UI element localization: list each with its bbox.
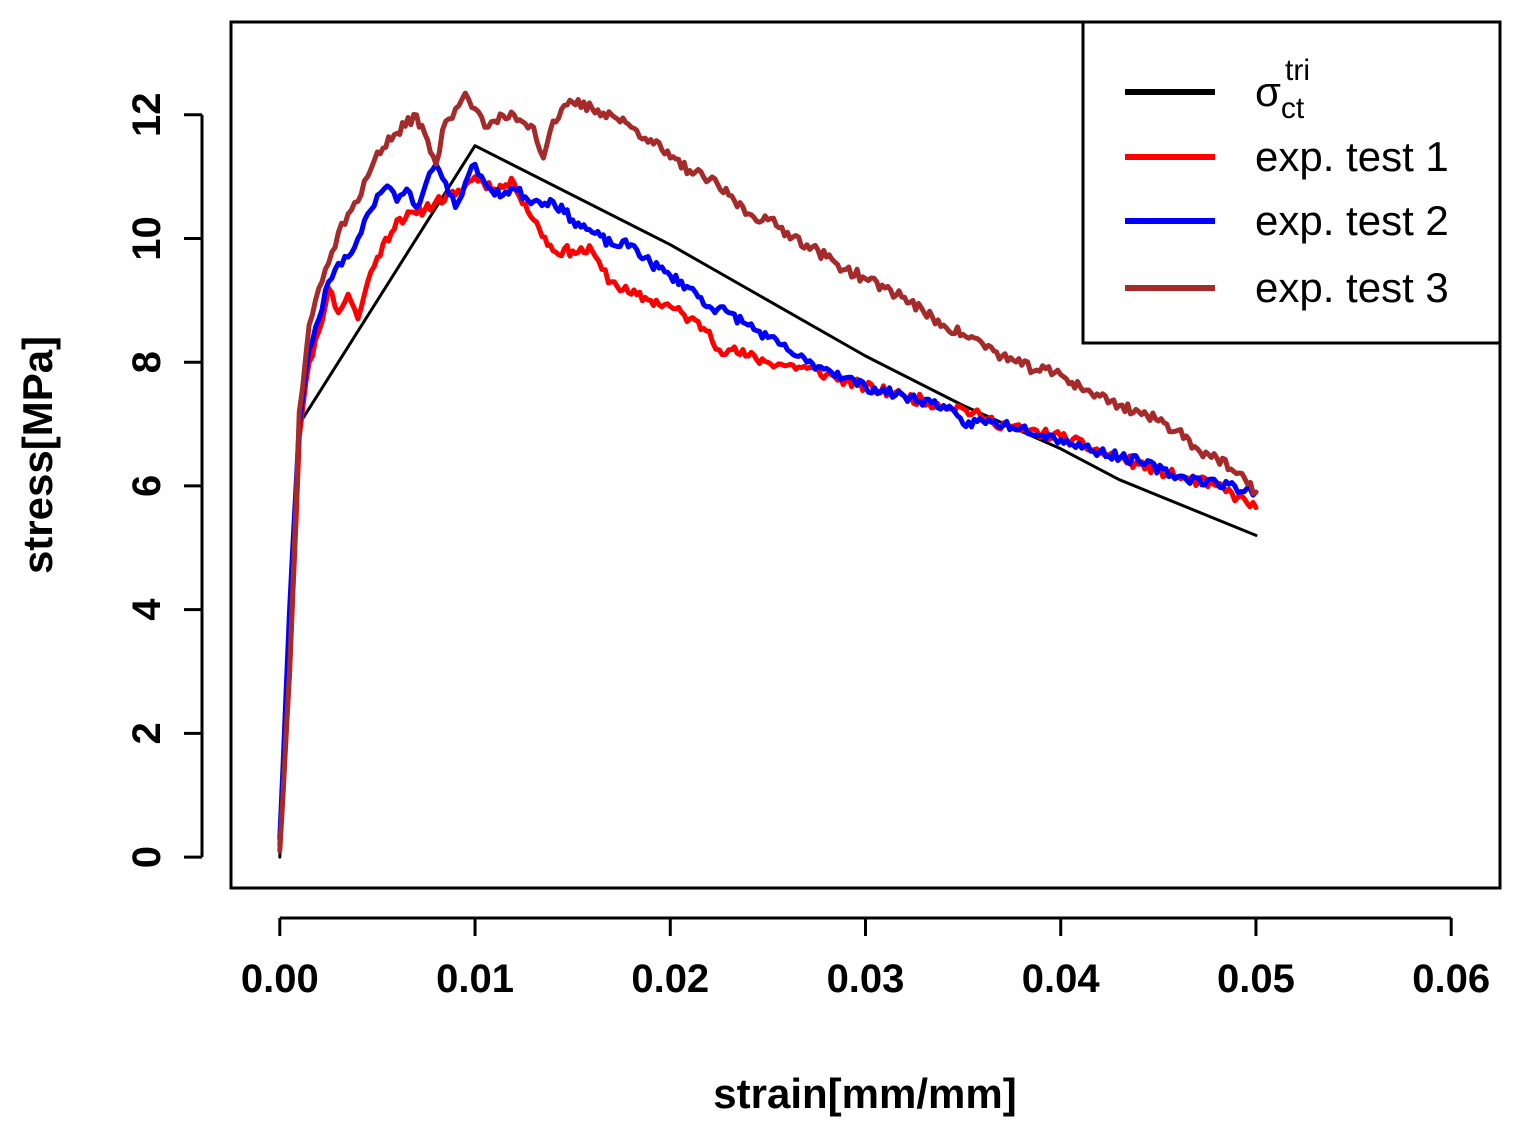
x-axis: 0.00 0.01 0.02 0.03 0.04 0.05 0.06: [241, 916, 1490, 1001]
y-tick-label: 0: [125, 846, 169, 868]
legend-label-3: exp. test 2: [1255, 197, 1449, 244]
series-line-1: [278, 144, 1258, 859]
legend-label-4: exp. test 3: [1255, 264, 1449, 311]
y-tick-label: 4: [125, 598, 169, 621]
legend-label-2: exp. test 1: [1255, 133, 1449, 180]
y-tick-label: 2: [125, 722, 169, 744]
x-tick-label: 0.06: [1412, 957, 1490, 1001]
y-tick-label: 12: [125, 93, 169, 137]
x-tick-label: 0.04: [1022, 957, 1101, 1001]
x-axis-title: strain[mm/mm]: [713, 1070, 1016, 1117]
legend-superscript: tri: [1285, 54, 1310, 87]
plot-frame: [229, 20, 1502, 890]
y-tick-label: 6: [125, 475, 169, 497]
legend-label-1: σct: [1255, 68, 1305, 125]
y-tick-label: 10: [125, 216, 169, 261]
series-layer: [277, 90, 1259, 859]
y-axis: 0 2 4 6 8 10 12: [125, 93, 204, 868]
x-tick-label: 0.03: [827, 957, 905, 1001]
legend-box: [1081, 20, 1502, 345]
series-line-3: [277, 161, 1259, 841]
series-line-4: [277, 90, 1259, 854]
x-tick-label: 0.02: [631, 957, 709, 1001]
x-tick-label: 0.00: [241, 957, 319, 1001]
x-tick-label: 0.05: [1217, 957, 1295, 1001]
x-tick-label: 0.01: [436, 957, 514, 1001]
y-axis-title: stress[MPa]: [14, 336, 61, 574]
y-tick-label: 8: [125, 351, 169, 373]
